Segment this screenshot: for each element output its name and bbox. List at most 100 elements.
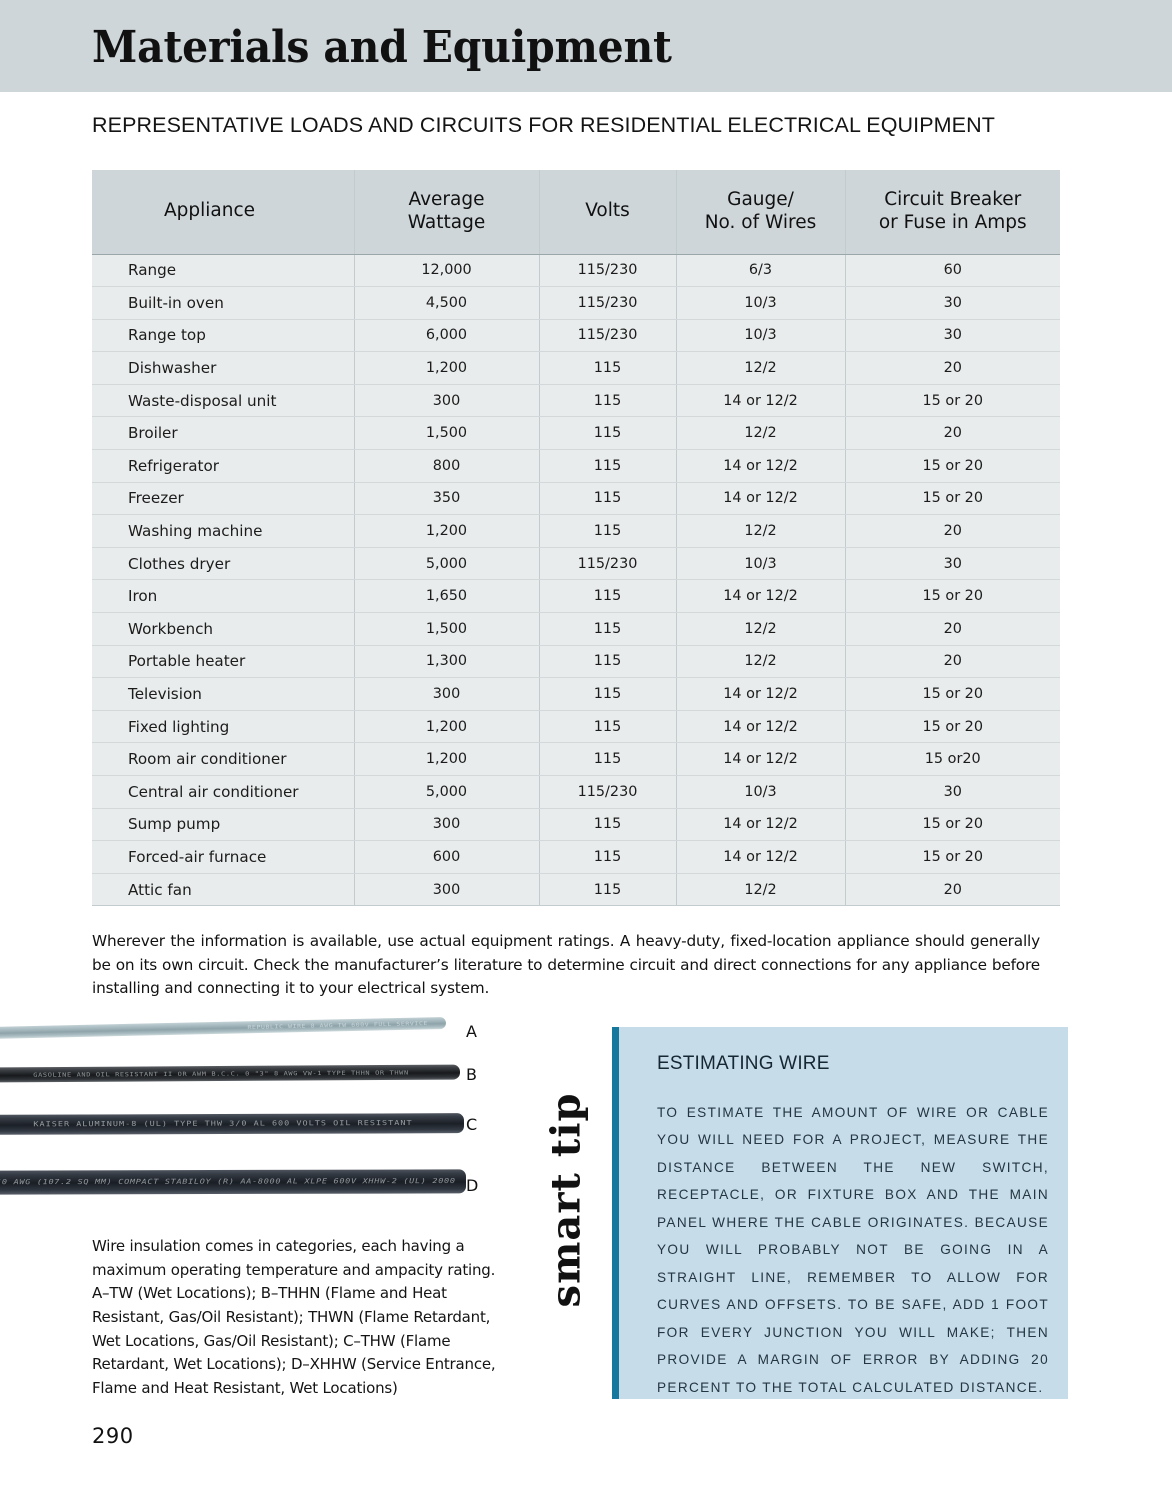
column-header-average-wattage: Average Wattage xyxy=(354,170,540,255)
cell-wattage: 1,200 xyxy=(354,351,540,385)
table-row: Attic fan 300 115 12/2 20 xyxy=(92,873,1060,907)
cell-amps: 15 or 20 xyxy=(845,808,1060,842)
wire-sample-c: KAISER ALUMINUM-8 (UL) TYPE THW 3/0 AL 6… xyxy=(0,1113,465,1135)
cell-gauge: 10/3 xyxy=(676,319,846,353)
cell-appliance: Dishwasher xyxy=(92,351,355,385)
cell-volts: 115 xyxy=(539,351,677,385)
smart-tip-body: To estimate the amount of wire or cable … xyxy=(657,1105,1049,1395)
cell-volts: 115 xyxy=(539,677,677,711)
column-header-average-wattage-line2: Wattage xyxy=(407,211,486,233)
cell-appliance: Central air conditioner xyxy=(92,775,355,809)
table-row: Clothes dryer 5,000 115/230 10/3 30 xyxy=(92,547,1060,581)
table-row: Central air conditioner 5,000 115/230 10/3 3… xyxy=(92,775,1060,809)
cell-wattage: 6,000 xyxy=(354,319,540,353)
cell-wattage: 12,000 xyxy=(354,254,540,288)
table-row: Portable heater 1,300 115 12/2 20 xyxy=(92,645,1060,679)
column-header-amps-line1: Circuit Breaker xyxy=(884,189,1022,211)
table-row: Sump pump 300 115 14 or 12/2 15 or 20 xyxy=(92,808,1060,842)
cell-volts: 115 xyxy=(539,612,677,646)
table-row: Forced-air furnace 600 115 14 or 12/2 15 or … xyxy=(92,840,1060,874)
table-row: Refrigerator 800 115 14 or 12/2 15 or 20 xyxy=(92,449,1060,483)
table-row: Room air conditioner 1,200 115 14 or 12/2 15… xyxy=(92,742,1060,776)
cell-volts: 115 xyxy=(539,416,677,451)
wire-sample-b: GASOLINE AND OIL RESISTANT II OR AWM B.C… xyxy=(0,1064,461,1083)
cell-appliance: Waste-disposal unit xyxy=(92,384,355,418)
cell-wattage: 1,500 xyxy=(354,612,540,646)
cell-gauge: 10/3 xyxy=(676,547,846,581)
cell-gauge: 14 or 12/2 xyxy=(676,384,846,418)
cell-wattage: 1,200 xyxy=(354,710,540,744)
table-header: Appliance Average Wattage Volts Gauge/ N… xyxy=(92,170,1060,255)
table-row: Washing machine 1,200 115 12/2 20 xyxy=(92,514,1060,548)
column-header-volts-line1: Volts xyxy=(585,200,630,222)
page-number: 290 xyxy=(92,1424,134,1448)
cell-volts: 115 xyxy=(539,482,677,516)
page-title: Materials and Equipment xyxy=(92,22,672,73)
cell-appliance: Freezer xyxy=(92,482,355,516)
table-row: Broiler 1,500 115 12/2 20 xyxy=(92,416,1060,451)
cell-gauge: 14 or 12/2 xyxy=(676,449,846,483)
wire-label-a: A xyxy=(466,1022,477,1041)
cell-appliance: Attic fan xyxy=(92,873,355,907)
column-header-gauge-line1: Gauge/ xyxy=(727,189,794,211)
cell-appliance: Range top xyxy=(92,319,355,353)
wire-sample-d: 2/0 AWG (107.2 SQ MM) COMPACT STABILOY (… xyxy=(0,1169,467,1195)
column-header-volts: Volts xyxy=(539,170,677,255)
cell-amps: 30 xyxy=(845,775,1060,809)
cell-wattage: 800 xyxy=(354,449,540,483)
cell-appliance: Range xyxy=(92,254,355,288)
column-header-appliance-line1: Appliance xyxy=(164,200,256,222)
cell-gauge: 14 or 12/2 xyxy=(676,742,846,776)
cell-appliance: Television xyxy=(92,677,355,711)
cell-wattage: 300 xyxy=(354,384,540,418)
cell-wattage: 350 xyxy=(354,482,540,516)
wire-sample-b-print: GASOLINE AND OIL RESISTANT II OR AWM B.C… xyxy=(33,1069,409,1078)
cell-volts: 115 xyxy=(539,449,677,483)
cell-amps: 15 or 20 xyxy=(845,449,1060,483)
cell-appliance: Broiler xyxy=(92,416,355,451)
cell-gauge: 12/2 xyxy=(676,873,846,907)
cell-gauge: 14 or 12/2 xyxy=(676,840,846,874)
cell-wattage: 1,200 xyxy=(354,742,540,776)
column-header-average-wattage-line1: Average xyxy=(408,189,485,211)
cell-amps: 20 xyxy=(845,612,1060,646)
cell-volts: 115 xyxy=(539,514,677,548)
table-row: Built-in oven 4,500 115/230 10/3 30 xyxy=(92,286,1060,320)
cell-amps: 15 or 20 xyxy=(845,384,1060,418)
cell-volts: 115/230 xyxy=(539,319,677,353)
cell-volts: 115 xyxy=(539,840,677,874)
wire-label-c: C xyxy=(466,1115,478,1134)
cell-gauge: 6/3 xyxy=(676,254,846,288)
table-row: Fixed lighting 1,200 115 14 or 12/2 15 or 20 xyxy=(92,710,1060,744)
column-header-gauge-line2: No. of Wires xyxy=(704,211,817,233)
cell-amps: 15 or 20 xyxy=(845,482,1060,516)
column-header-amps-line2: or Fuse in Amps xyxy=(878,211,1027,233)
cell-wattage: 5,000 xyxy=(354,775,540,809)
cell-wattage: 300 xyxy=(354,873,540,907)
smart-tip-tab: smart tip xyxy=(536,1040,596,1360)
cell-appliance: Forced-air furnace xyxy=(92,840,355,874)
wire-sample-a: REPUBLIC WIRE 8 AWG TW 600V FULL SERVICE xyxy=(0,1016,447,1040)
cell-volts: 115/230 xyxy=(539,775,677,809)
cell-appliance: Room air conditioner xyxy=(92,742,355,776)
cell-volts: 115/230 xyxy=(539,547,677,581)
wire-sample-a-print: REPUBLIC WIRE 8 AWG TW 600V FULL SERVICE xyxy=(247,1020,429,1031)
cell-gauge: 10/3 xyxy=(676,775,846,809)
table-row: Range 12,000 115/230 6/3 60 xyxy=(92,254,1060,288)
table-row: Workbench 1,500 115 12/2 20 xyxy=(92,612,1060,646)
cell-amps: 20 xyxy=(845,351,1060,385)
smart-tip-title: ESTIMATING WIRE xyxy=(657,1053,830,1074)
cell-amps: 30 xyxy=(845,319,1060,353)
cell-amps: 20 xyxy=(845,645,1060,679)
table-row: Television 300 115 14 or 12/2 15 or 20 xyxy=(92,677,1060,711)
cell-wattage: 1,200 xyxy=(354,514,540,548)
cell-volts: 115 xyxy=(539,873,677,907)
cell-appliance: Washing machine xyxy=(92,514,355,548)
cell-wattage: 1,300 xyxy=(354,645,540,679)
column-header-gauge: Gauge/ No. of Wires xyxy=(676,170,846,255)
table-row: Iron 1,650 115 14 or 12/2 15 or 20 xyxy=(92,579,1060,614)
cell-amps: 30 xyxy=(845,547,1060,581)
cell-amps: 15 or 20 xyxy=(845,710,1060,744)
cell-gauge: 14 or 12/2 xyxy=(676,677,846,711)
cell-wattage: 5,000 xyxy=(354,547,540,581)
